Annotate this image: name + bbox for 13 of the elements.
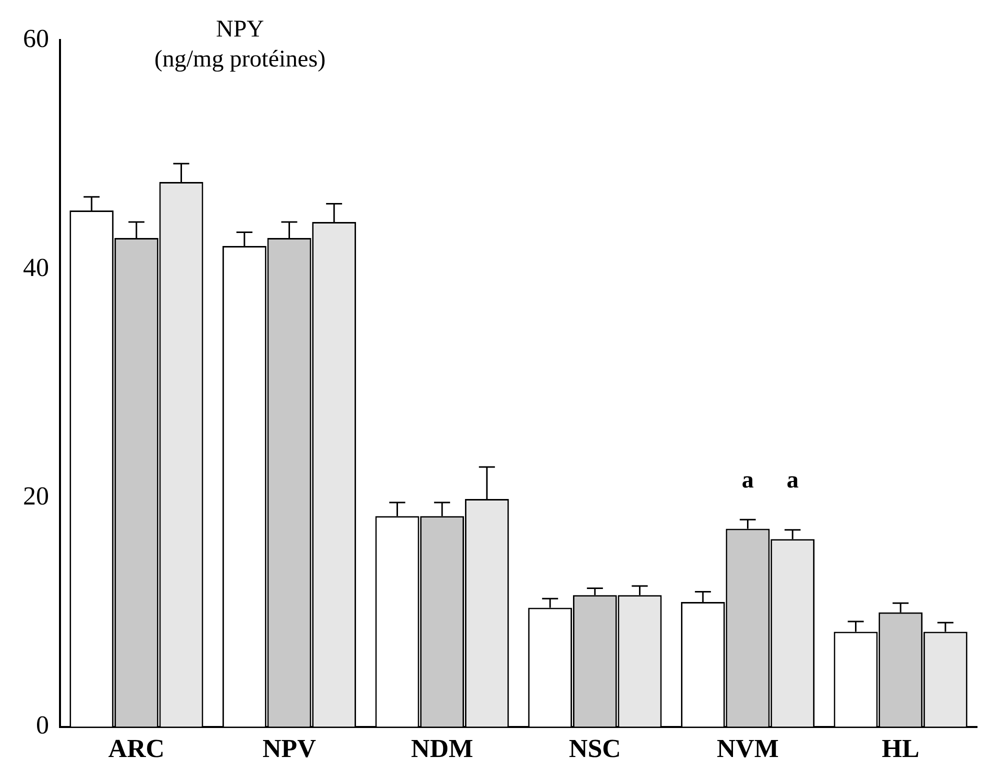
x-tick-label: NDM	[411, 734, 474, 764]
x-tick-label: NSC	[568, 734, 621, 764]
y-axis-title: NPY (ng/mg protéines)	[154, 16, 326, 72]
x-tick-label: NVM	[716, 734, 779, 764]
y-tick-label: 60	[23, 24, 49, 53]
y-tick-label: 40	[23, 252, 49, 282]
y-tick-label: 20	[23, 482, 49, 511]
y-tick-label: 0	[36, 710, 49, 740]
x-tick-label: HL	[882, 734, 920, 764]
annotation: a	[786, 467, 799, 494]
annotation: a	[742, 467, 754, 494]
x-tick-label: NPV	[262, 734, 316, 764]
x-tick-label: ARC	[108, 734, 165, 764]
